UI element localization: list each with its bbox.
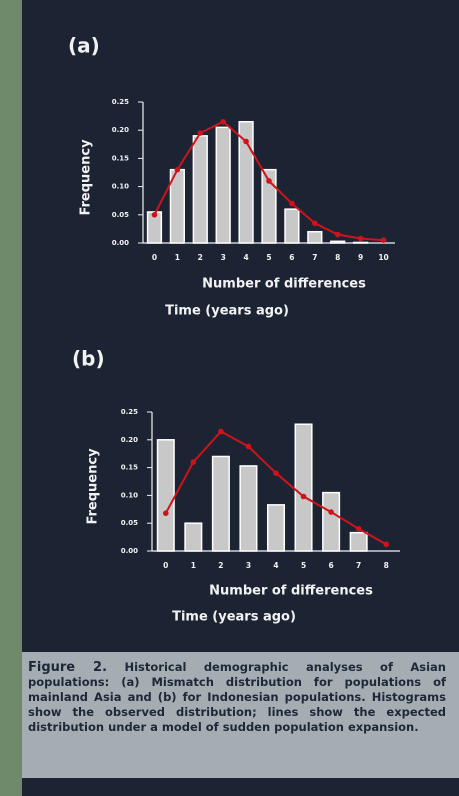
x-tick-label: 0 xyxy=(163,561,168,570)
x-tick-label: 0 xyxy=(152,253,157,262)
expected-point xyxy=(335,232,341,238)
expected-point xyxy=(197,130,203,136)
x-tick-label: 9 xyxy=(358,253,363,262)
y-tick-label: 0.10 xyxy=(121,491,138,499)
bar xyxy=(295,424,312,551)
panel-label: (a) xyxy=(68,34,100,58)
x-tick-label: 10 xyxy=(378,253,388,262)
y-axis-label: Frequency xyxy=(79,139,94,216)
expected-point xyxy=(246,444,252,450)
bar xyxy=(240,466,257,551)
expected-point xyxy=(163,510,169,516)
expected-point xyxy=(289,201,295,207)
x-tick-label: 4 xyxy=(243,253,248,262)
expected-point xyxy=(220,119,226,125)
x-tick-label: 5 xyxy=(266,253,271,262)
bar xyxy=(350,533,367,551)
expected-point xyxy=(358,236,364,242)
y-tick-label: 0.05 xyxy=(121,519,138,527)
bar xyxy=(308,232,322,243)
x-tick-label: 6 xyxy=(289,253,294,262)
y-tick-label: 0.25 xyxy=(112,98,129,106)
x-tick-label: 5 xyxy=(301,561,306,570)
bar xyxy=(268,505,285,551)
x-axis-label: Number of differences xyxy=(209,584,373,599)
expected-point xyxy=(381,237,387,243)
bar xyxy=(331,241,345,243)
bar xyxy=(216,127,230,243)
x-tick-label: 1 xyxy=(191,561,196,570)
y-tick-label: 0.00 xyxy=(121,547,138,555)
expected-point xyxy=(243,139,249,145)
expected-point xyxy=(273,470,279,476)
bar xyxy=(158,440,175,551)
x-tick-label: 2 xyxy=(218,561,223,570)
expected-point xyxy=(152,212,158,218)
x-tick-label: 2 xyxy=(198,253,203,262)
expected-point xyxy=(266,178,272,184)
caption-label: Figure 2. xyxy=(28,660,107,675)
expected-point xyxy=(383,542,389,548)
x-tick-label: 7 xyxy=(356,561,361,570)
expected-point xyxy=(301,494,307,500)
page: (a) Frequency Number of differences Time (y… xyxy=(0,0,459,796)
chart-panel xyxy=(22,0,459,652)
y-tick-label: 0.25 xyxy=(121,408,138,416)
panel-label: (b) xyxy=(72,347,105,371)
bar xyxy=(323,493,340,551)
y-tick-label: 0.10 xyxy=(112,183,129,191)
bar xyxy=(285,209,299,243)
edge-texture xyxy=(0,0,22,796)
x-axis-sublabel: Time (years ago) xyxy=(165,304,289,319)
x-tick-label: 7 xyxy=(312,253,317,262)
x-tick-label: 6 xyxy=(329,561,334,570)
bar xyxy=(193,136,207,243)
y-tick-label: 0.20 xyxy=(112,126,129,134)
x-axis-sublabel: Time (years ago) xyxy=(172,610,296,625)
y-tick-label: 0.05 xyxy=(112,211,129,219)
x-tick-label: 8 xyxy=(335,253,340,262)
x-tick-label: 4 xyxy=(273,561,278,570)
x-axis-label: Number of differences xyxy=(202,277,366,292)
expected-point xyxy=(218,429,224,435)
bar xyxy=(354,242,368,243)
y-tick-label: 0.20 xyxy=(121,436,138,444)
x-tick-label: 3 xyxy=(221,253,226,262)
caption: Figure 2. Historical demographic analyse… xyxy=(28,660,446,735)
expected-point xyxy=(328,509,334,515)
expected-point xyxy=(356,526,362,532)
bar xyxy=(213,456,230,551)
y-tick-label: 0.15 xyxy=(112,154,129,162)
expected-point xyxy=(175,167,181,173)
x-tick-label: 1 xyxy=(175,253,180,262)
x-tick-label: 3 xyxy=(246,561,251,570)
y-tick-label: 0.00 xyxy=(112,239,129,247)
y-axis-label: Frequency xyxy=(86,448,101,525)
expected-point xyxy=(191,459,197,465)
y-tick-label: 0.15 xyxy=(121,464,138,472)
x-tick-label: 8 xyxy=(384,561,389,570)
bar xyxy=(185,523,202,551)
bottom-strip xyxy=(22,778,459,796)
expected-point xyxy=(312,220,318,226)
